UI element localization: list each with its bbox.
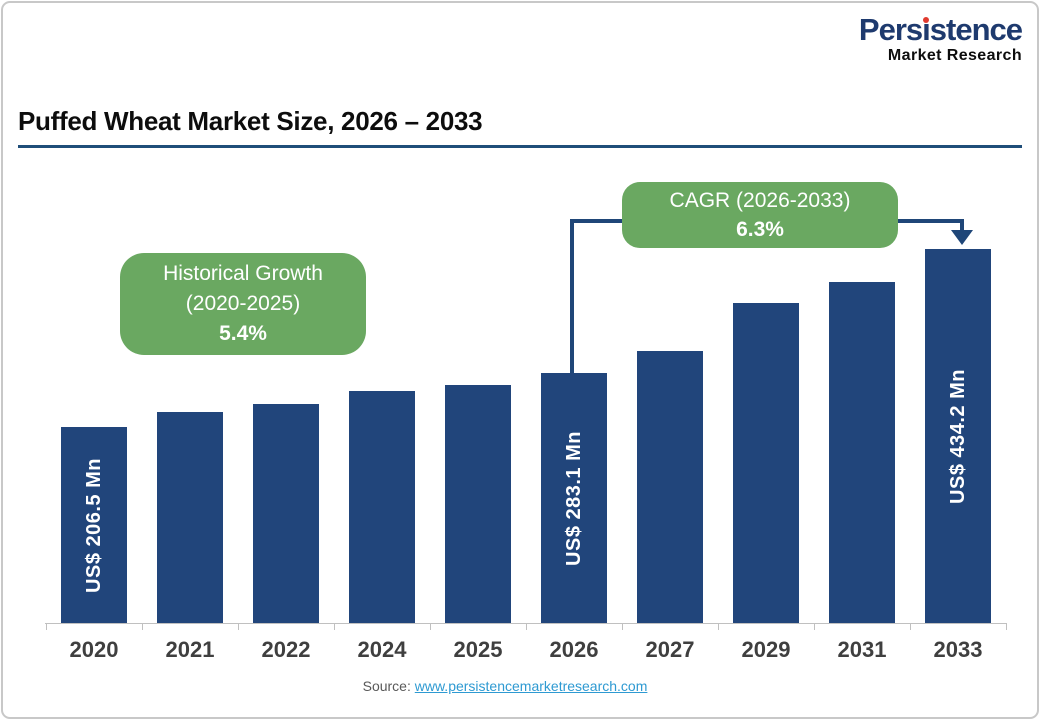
callout-historical-growth: Historical Growth (2020-2025) 5.4% — [120, 253, 366, 355]
connector-vertical-2033 — [960, 219, 964, 232]
logo-brand-pre: Pers — [858, 12, 923, 47]
x-axis-label-2033: 2033 — [933, 637, 983, 662]
x-axis-label-2020: 2020 — [69, 637, 119, 662]
page-title: Puffed Wheat Market Size, 2026 – 2033 — [18, 106, 483, 136]
source-link[interactable]: www.persistencemarketresearch.com — [414, 678, 648, 694]
bar-2029 — [733, 303, 799, 623]
bar-2024 — [349, 391, 415, 623]
bar-2022 — [253, 404, 319, 623]
logo-brand-text: Persıstence — [858, 12, 1023, 47]
bar-value-label-2026: US$ 283.1 Mn — [562, 430, 585, 566]
x-axis-tick — [238, 623, 239, 630]
bar-value-label-2020: US$ 206.5 Mn — [82, 457, 105, 593]
x-axis-label-2031: 2031 — [837, 637, 887, 662]
x-axis-tick — [142, 623, 143, 630]
bar-value-label-2033: US$ 434.2 Mn — [946, 368, 969, 504]
x-axis-tick — [46, 623, 47, 630]
title-underline — [18, 145, 1022, 148]
x-axis-tick — [334, 623, 335, 630]
x-axis-tick — [814, 623, 815, 630]
x-axis-label-2026: 2026 — [549, 637, 599, 662]
x-axis-tick — [622, 623, 623, 630]
x-axis-tick — [910, 623, 911, 630]
bar-2020: US$ 206.5 Mn — [61, 427, 127, 623]
x-axis-label-2029: 2029 — [741, 637, 791, 662]
x-axis-tick — [526, 623, 527, 630]
connector-horizontal-right — [898, 219, 964, 223]
x-axis-label-2025: 2025 — [453, 637, 503, 662]
source-label: Source: — [362, 678, 411, 694]
x-axis-label-2021: 2021 — [165, 637, 215, 662]
x-axis-label-2027: 2027 — [645, 637, 695, 662]
source-line: Source: www.persistencemarketresearch.co… — [0, 678, 1010, 694]
x-axis-tick — [430, 623, 431, 630]
callout-historical-value: 5.4% — [219, 321, 267, 345]
plot-area: US$ 206.5 Mn US$ 283.1 Mn US$ 434.2 Mn — [46, 150, 1006, 623]
logo-brand-post: stence — [929, 12, 1023, 47]
arrow-down-icon — [951, 230, 973, 245]
x-axis-label-2024: 2024 — [357, 637, 407, 662]
callout-historical-line1: Historical Growth — [163, 262, 323, 286]
x-axis-labels: 2020 2021 2022 2024 2025 2026 2027 2029 2031 2033 — [46, 637, 1006, 665]
bar-2021 — [157, 412, 223, 623]
connector-horizontal-left — [570, 219, 622, 223]
x-axis-tick — [1006, 623, 1007, 630]
logo-subtitle: Market Research — [887, 47, 1022, 64]
bar-2031 — [829, 282, 895, 623]
callout-cagr-line1: CAGR (2026-2033) — [669, 188, 851, 212]
x-axis-label-2022: 2022 — [261, 637, 311, 662]
callout-cagr-value: 6.3% — [736, 218, 784, 241]
bar-2033: US$ 434.2 Mn — [925, 249, 991, 623]
logo: Persıstence Market Research — [858, 12, 1023, 64]
x-axis-tick — [718, 623, 719, 630]
callout-cagr: CAGR (2026-2033) 6.3% — [622, 182, 898, 248]
bar-2025 — [445, 385, 511, 623]
bar-2026: US$ 283.1 Mn — [541, 373, 607, 623]
logo-red-dot-i: ı — [922, 12, 931, 47]
connector-vertical-2026 — [570, 219, 574, 373]
bar-2027 — [637, 351, 703, 623]
callout-historical-line2: (2020-2025) — [185, 292, 301, 316]
